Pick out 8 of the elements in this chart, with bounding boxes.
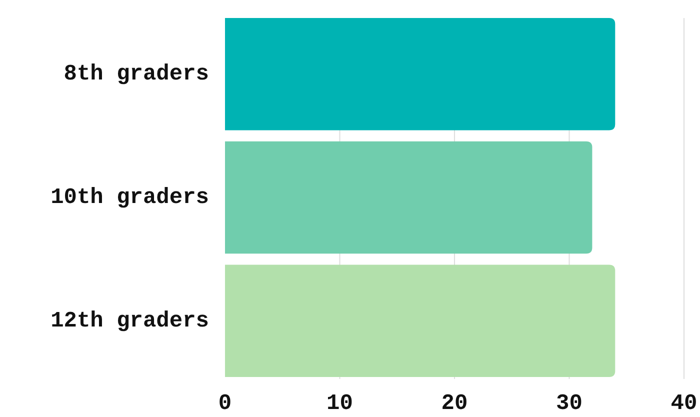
x-tick-label: 10 <box>326 391 353 416</box>
x-tick-label: 0 <box>218 391 232 416</box>
y-tick-label: 10th graders <box>50 185 209 210</box>
y-tick-label: 8th graders <box>64 62 209 87</box>
x-tick-label: 30 <box>556 391 582 416</box>
y-tick-label: 12th graders <box>50 308 209 334</box>
x-tick-label: 20 <box>441 391 468 416</box>
x-tick-label: 40 <box>670 391 698 416</box>
